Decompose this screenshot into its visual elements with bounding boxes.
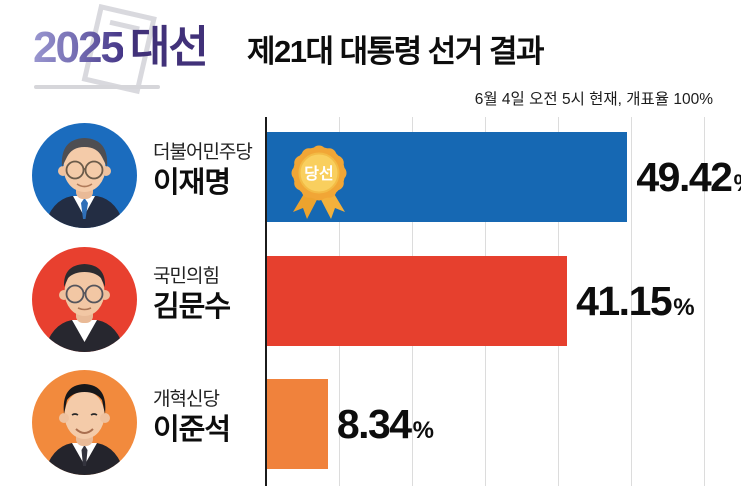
logo-year: 2025	[33, 23, 125, 72]
candidate-photo	[32, 123, 137, 228]
portrait-lee-jae-myung-icon	[32, 123, 137, 228]
logo-2025-daeseon: 2025 대선	[30, 4, 245, 96]
result-bar: 당선	[267, 132, 628, 222]
logo-underline	[34, 85, 160, 89]
percent-label: 8.34%	[336, 400, 434, 447]
gridline-60	[704, 117, 706, 486]
party-name: 국민의힘	[153, 266, 220, 287]
result-bar	[267, 379, 328, 469]
result-bar	[267, 256, 568, 346]
bar-track: 당선 49.42%	[267, 132, 741, 222]
candidate-name: 이준석	[153, 414, 231, 446]
candidate-row: 개혁신당 이준석 8.34%	[0, 369, 741, 486]
logo-word: 대선	[129, 23, 209, 72]
party-name: 개혁신당	[153, 389, 220, 410]
candidate-label: 개혁신당 이준석	[153, 389, 231, 446]
y-axis-line	[265, 117, 267, 486]
page-title: 제21대 대통령 선거 결과	[247, 34, 545, 69]
candidate-name: 김문수	[153, 291, 231, 323]
portrait-kim-moon-soo-icon	[32, 247, 137, 352]
portrait-lee-jun-seok-icon	[32, 370, 137, 475]
gridline-50	[631, 117, 633, 486]
percent-label: 41.15%	[576, 277, 695, 324]
candidate-label: 국민의힘 김문수	[153, 266, 231, 323]
candidate-label: 더불어민주당 이재명	[153, 142, 253, 199]
logo-text: 2025 대선	[33, 23, 209, 72]
candidate-name: 이재명	[153, 167, 231, 199]
candidate-row: 더불어민주당 이재명	[0, 122, 741, 244]
candidate-photo	[32, 247, 137, 352]
percent-label: 49.42%	[636, 153, 741, 200]
bar-track: 8.34%	[267, 379, 741, 469]
candidate-photo	[32, 370, 137, 475]
candidate-row: 국민의힘 김문수 41.15%	[0, 246, 741, 368]
winner-badge-label: 당선	[304, 165, 333, 183]
winner-badge: 당선	[291, 145, 347, 219]
as-of-subtitle: 6월 4일 오전 5시 현재, 개표율 100%	[474, 91, 713, 108]
bar-track: 41.15%	[267, 256, 741, 346]
party-name: 더불어민주당	[153, 142, 253, 163]
